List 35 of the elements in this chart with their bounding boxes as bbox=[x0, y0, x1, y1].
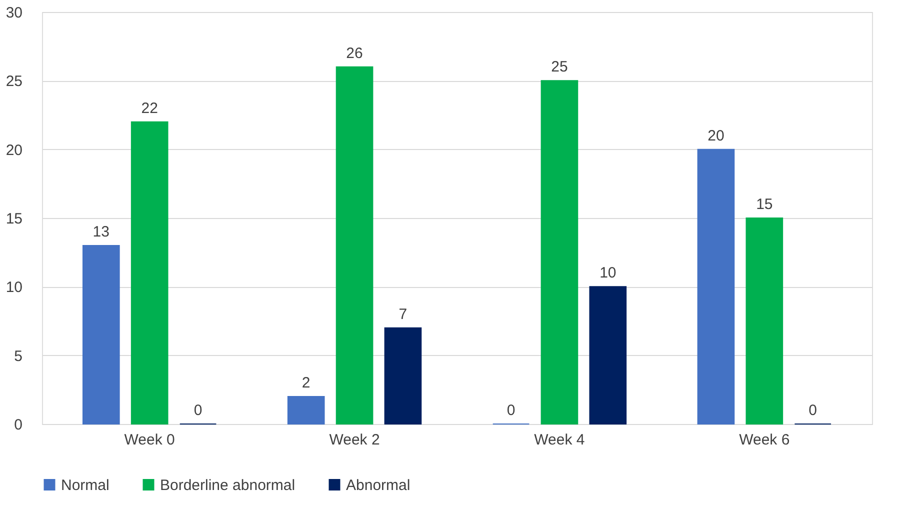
legend-label: Normal bbox=[61, 476, 110, 494]
y-tick-label: 5 bbox=[14, 348, 22, 365]
bar bbox=[746, 218, 784, 424]
data-label: 10 bbox=[600, 264, 616, 282]
data-label: 25 bbox=[551, 58, 568, 76]
legend-label: Abnormal bbox=[346, 476, 410, 494]
data-label: 13 bbox=[92, 223, 110, 240]
bar bbox=[82, 244, 120, 424]
y-tick-label: 30 bbox=[6, 4, 22, 22]
bar bbox=[130, 121, 168, 424]
y-tick-label: 20 bbox=[6, 142, 22, 159]
y-tick-label: 10 bbox=[6, 279, 22, 296]
data-label: 15 bbox=[756, 196, 773, 213]
x-tick-label: Week 0 bbox=[124, 432, 175, 448]
y-tick-label: 25 bbox=[6, 73, 22, 90]
x-tick-label: Week 6 bbox=[739, 432, 790, 448]
y-tick-label: 15 bbox=[6, 210, 22, 228]
data-label: 0 bbox=[808, 402, 818, 419]
bar bbox=[540, 80, 578, 424]
y-tick-label: 0 bbox=[14, 416, 22, 434]
x-tick-label: Week 4 bbox=[534, 432, 585, 448]
data-label: 2 bbox=[302, 374, 310, 392]
bar bbox=[589, 286, 627, 424]
bar bbox=[287, 396, 325, 424]
data-label: 0 bbox=[194, 402, 202, 419]
bar bbox=[697, 148, 735, 424]
data-label: 0 bbox=[506, 402, 516, 419]
legend-label: Borderline abnormal bbox=[160, 476, 296, 494]
bar bbox=[336, 66, 374, 424]
bar bbox=[384, 327, 422, 424]
data-label: 22 bbox=[141, 100, 158, 117]
data-label: 26 bbox=[346, 44, 363, 62]
x-tick-label: Week 2 bbox=[329, 432, 380, 448]
data-label: 20 bbox=[708, 127, 724, 144]
data-label: 7 bbox=[398, 306, 408, 323]
